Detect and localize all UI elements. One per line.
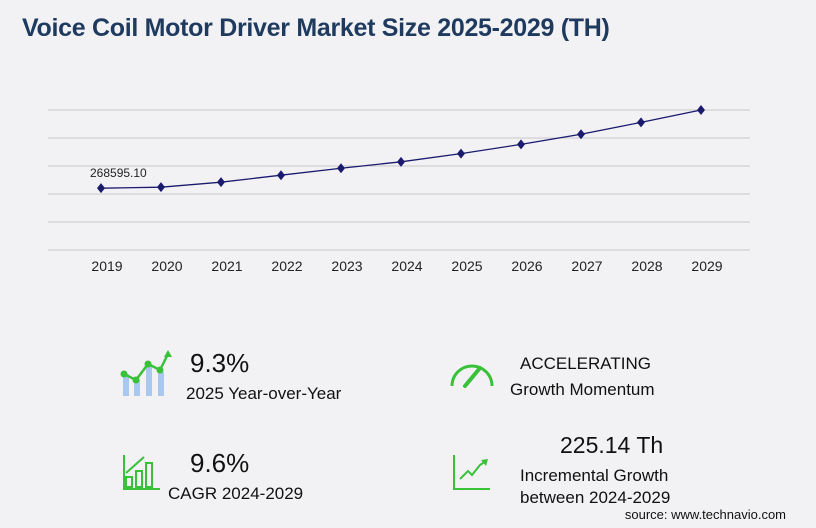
data-point — [517, 139, 525, 150]
cagr-label: CAGR 2024-2029 — [168, 484, 304, 503]
data-point — [457, 148, 465, 159]
data-point — [697, 105, 705, 115]
data-point — [277, 170, 285, 181]
x-tick-label: 2025 — [451, 258, 482, 274]
bar-trend-icon — [120, 350, 172, 396]
momentum-value: ACCELERATING — [520, 354, 651, 373]
x-tick-label: 2023 — [331, 258, 362, 274]
data-point — [337, 163, 345, 174]
data-point — [157, 182, 165, 193]
yoy-value: 9.3% — [190, 348, 250, 378]
momentum-label: Growth Momentum — [510, 380, 655, 399]
series-line — [100, 109, 702, 189]
x-tick-label: 2027 — [571, 258, 602, 274]
page-title: Voice Coil Motor Driver Market Size 2025… — [22, 14, 610, 42]
data-point — [217, 177, 225, 188]
line-chart: 2019 2020 2021 2022 2023 2024 2025 2026 2027 2028… — [48, 105, 750, 274]
x-tick-label: 2021 — [211, 258, 242, 274]
incremental-label-2: between 2024-2029 — [520, 488, 671, 507]
x-tick-label: 2022 — [271, 258, 302, 274]
x-tick-label: 2019 — [91, 258, 122, 274]
incremental-label-1: Incremental Growth — [520, 466, 669, 485]
data-point — [577, 129, 585, 140]
growth-bars-icon — [123, 455, 160, 490]
x-tick-label: 2020 — [151, 258, 182, 274]
data-point — [637, 117, 645, 128]
data-label: 268595.10 — [90, 166, 147, 180]
speedometer-icon — [450, 364, 494, 388]
source-text: source: www.technavio.com — [624, 507, 786, 522]
cagr-value: 9.6% — [190, 448, 250, 478]
x-tick-label: 2028 — [631, 258, 662, 274]
data-point — [97, 183, 105, 194]
x-tick-label: 2024 — [391, 258, 422, 274]
data-point — [397, 156, 405, 167]
yoy-label: 2025 Year-over-Year — [186, 384, 342, 403]
incremental-value: 225.14 Th — [560, 432, 664, 458]
x-tick-label: 2026 — [511, 258, 542, 274]
x-tick-label: 2029 — [691, 258, 722, 274]
line-growth-icon — [453, 455, 490, 490]
